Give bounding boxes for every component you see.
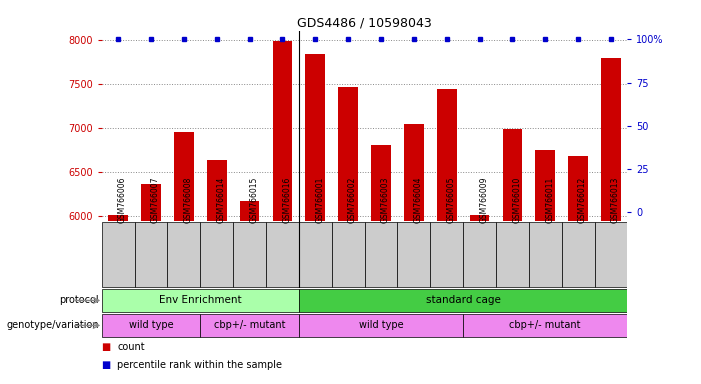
Bar (569, 156, 588, 221)
Bar (339, 87, 358, 221)
Text: percentile rank within the sample: percentile rank within the sample (117, 360, 282, 370)
Text: GSM766011: GSM766011 (545, 177, 554, 223)
FancyBboxPatch shape (299, 314, 463, 337)
Text: count: count (117, 342, 144, 352)
FancyBboxPatch shape (299, 289, 627, 312)
FancyBboxPatch shape (397, 222, 430, 286)
FancyBboxPatch shape (332, 222, 365, 286)
Text: GSM766001: GSM766001 (315, 176, 325, 223)
FancyBboxPatch shape (463, 222, 496, 286)
Text: GSM766005: GSM766005 (447, 176, 456, 223)
Text: GSM766006: GSM766006 (118, 176, 127, 223)
Text: GSM766012: GSM766012 (578, 177, 587, 223)
Title: GDS4486 / 10598043: GDS4486 / 10598043 (297, 17, 432, 30)
Text: cbp+/- mutant: cbp+/- mutant (214, 320, 285, 331)
FancyBboxPatch shape (102, 222, 135, 286)
FancyBboxPatch shape (102, 314, 200, 337)
Bar (306, 54, 325, 221)
Bar (273, 41, 292, 221)
Bar (108, 215, 128, 221)
Text: ■: ■ (102, 360, 114, 370)
FancyBboxPatch shape (102, 289, 299, 312)
Bar (404, 124, 423, 221)
Text: ■: ■ (102, 342, 114, 352)
FancyBboxPatch shape (463, 314, 627, 337)
Text: wild type: wild type (359, 320, 403, 331)
Text: GSM766007: GSM766007 (151, 176, 160, 223)
Bar (601, 58, 621, 221)
Text: GSM766016: GSM766016 (283, 176, 292, 223)
Text: Env Enrichment: Env Enrichment (159, 295, 242, 306)
Bar (470, 215, 489, 221)
Text: standard cage: standard cage (426, 295, 501, 306)
FancyBboxPatch shape (529, 222, 562, 286)
Text: GSM766015: GSM766015 (250, 176, 259, 223)
Text: GSM766014: GSM766014 (217, 176, 226, 223)
FancyBboxPatch shape (430, 222, 463, 286)
FancyBboxPatch shape (200, 222, 233, 286)
Bar (141, 184, 161, 221)
FancyBboxPatch shape (200, 314, 299, 337)
Text: GSM766002: GSM766002 (348, 176, 357, 223)
Text: wild type: wild type (128, 320, 173, 331)
FancyBboxPatch shape (266, 222, 299, 286)
Bar (207, 160, 226, 221)
Text: GSM766008: GSM766008 (184, 176, 193, 223)
Bar (174, 131, 193, 221)
FancyBboxPatch shape (299, 222, 332, 286)
FancyBboxPatch shape (135, 222, 168, 286)
Text: cbp+/- mutant: cbp+/- mutant (510, 320, 581, 331)
Text: GSM766010: GSM766010 (512, 176, 522, 223)
FancyBboxPatch shape (365, 222, 397, 286)
Text: protocol: protocol (60, 295, 99, 306)
FancyBboxPatch shape (594, 222, 627, 286)
Bar (437, 89, 456, 221)
Text: GSM766004: GSM766004 (414, 176, 423, 223)
Text: genotype/variation: genotype/variation (6, 320, 99, 331)
Bar (503, 129, 522, 221)
Bar (240, 201, 259, 221)
FancyBboxPatch shape (168, 222, 200, 286)
FancyBboxPatch shape (496, 222, 529, 286)
Text: GSM766009: GSM766009 (479, 176, 489, 223)
Bar (371, 145, 391, 221)
FancyBboxPatch shape (233, 222, 266, 286)
Text: GSM766003: GSM766003 (381, 176, 390, 223)
Bar (536, 150, 555, 221)
FancyBboxPatch shape (562, 222, 594, 286)
Text: GSM766013: GSM766013 (611, 176, 620, 223)
